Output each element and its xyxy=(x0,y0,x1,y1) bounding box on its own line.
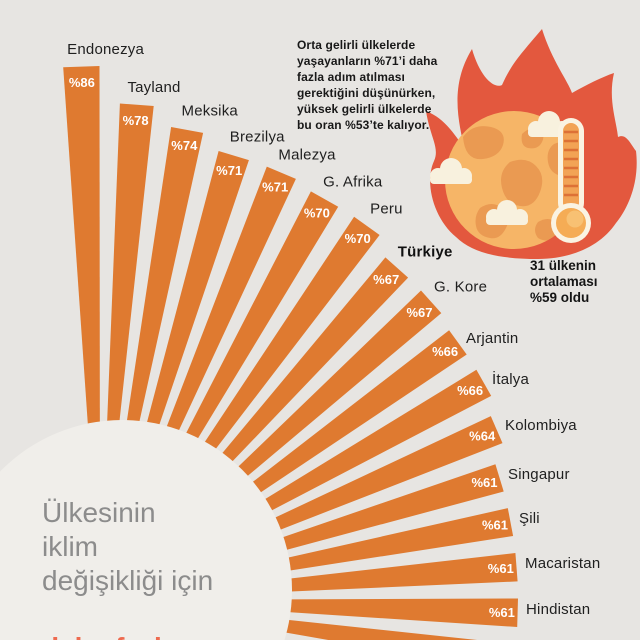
bar-value-label: %70 xyxy=(345,231,371,246)
bar-value-label: %70 xyxy=(304,205,330,220)
bars-layer: %86 %78 %74 %71 %71 %70 %70 %67 %67 %66 %66 %64 %61%… xyxy=(63,66,518,640)
annotation-text: Orta gelirli ülkelerde yaşayanların %71’… xyxy=(297,38,438,132)
bar-wedge xyxy=(194,330,467,534)
bar-value-label: %66 xyxy=(432,344,458,359)
bar-wedge xyxy=(213,464,504,569)
bar-value-label: %67 xyxy=(373,272,399,287)
average-note: 31 ülkenin ortalaması %59 oldu xyxy=(530,258,598,305)
bar-wedge xyxy=(155,191,339,498)
headline: Ülkesinin iklim değişikliği için daha fa… xyxy=(42,462,213,640)
bar-wedge xyxy=(176,257,409,514)
bar-wedge xyxy=(63,66,100,481)
bar-wedge xyxy=(104,103,154,481)
bar-value-label: %71 xyxy=(262,180,288,195)
bar-wedge xyxy=(217,508,514,582)
thermometer-icon xyxy=(551,118,591,243)
bar-value-label: %61 xyxy=(471,475,497,490)
bar-value-label: %78 xyxy=(123,113,149,128)
bar-wedge xyxy=(143,166,296,492)
bar-value-label: %67 xyxy=(406,305,432,320)
bar-value-label: %61 xyxy=(482,518,508,533)
bar-value-label: %86 xyxy=(69,75,95,90)
globe-icon xyxy=(445,111,583,249)
bar-wedge xyxy=(202,369,492,545)
bar-wedge xyxy=(219,553,518,595)
bar-wedge xyxy=(186,290,442,523)
bar-value-label: %61 xyxy=(489,605,515,620)
headline-accent-text: daha fazla mücadele xyxy=(42,631,213,640)
headline-gray-text: Ülkesinin iklim değişikliği için xyxy=(42,496,214,596)
center-disc xyxy=(0,420,292,640)
bar-wedge xyxy=(117,127,204,483)
bar-wedge xyxy=(166,216,380,505)
bar-value-label: %74 xyxy=(171,138,198,153)
bar-value-label: %71 xyxy=(216,163,242,178)
bar-wedge xyxy=(219,598,518,627)
bar-value-label: %66 xyxy=(457,383,483,398)
bar-wedge xyxy=(208,416,503,557)
bar-wedge xyxy=(130,151,249,487)
bar-value-label: %64 xyxy=(469,428,496,443)
burning-globe-illustration xyxy=(426,29,637,259)
bar-value-label: %61 xyxy=(488,561,514,576)
